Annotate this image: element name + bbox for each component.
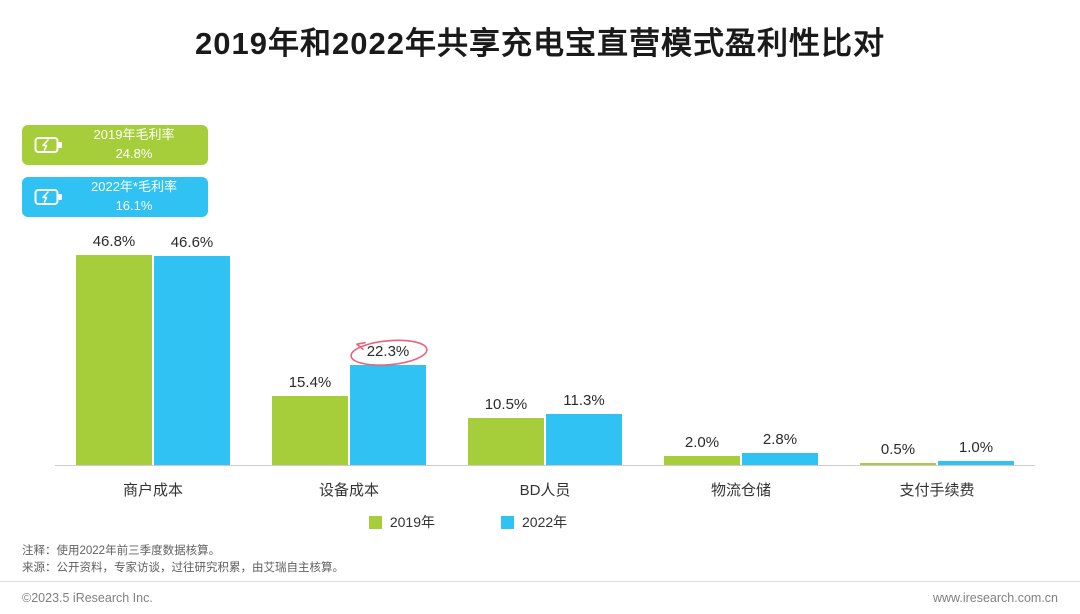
bar-chart: 46.8% 46.6% 15.4% 22.3% 10.5% 11.3% 2.0% 2.8% 0.… [55,233,1035,500]
bar-2022年-BD人员 [546,414,622,465]
bar-column: 46.8% [76,233,152,465]
bar-column: 10.5% [468,396,544,465]
badge-label: 2022年*毛利率 [91,179,177,195]
bar-column: 46.6% [154,234,230,465]
category-label: 物流仓储 [710,482,771,499]
bar-column: 2.8% [742,430,818,465]
bar-group: 10.5% 11.3% [447,392,643,465]
bar-value-label: 46.8% [92,233,136,251]
bar-value-label: 15.4% [288,374,332,391]
badge-text: 2022年*毛利率 16.1% [70,178,208,216]
bar-group: 0.5% 1.0% [839,438,1035,465]
bar-value-label: 1.0% [958,438,994,456]
battery-icon [34,187,64,207]
legend-item: 2019年 [368,512,435,532]
bar-column: 11.3% [546,392,622,465]
badge-value: 24.8% [115,146,153,161]
bar-value-label: 0.5% [880,440,916,458]
bar-value-label: 2.8% [762,430,798,448]
badge-2022-gross-margin: 2022年*毛利率 16.1% [22,177,208,217]
category-axis: 商户成本 设备成本 BD人员 物流仓储 支付手续费 [55,466,1035,500]
bar-group: 46.8% 46.6% [55,233,251,465]
badge-label: 2019年毛利率 [93,127,175,143]
category-label: 支付手续费 [899,482,975,499]
chart-legend: 2019年 2022年 [0,512,1008,532]
bar-group: 15.4% 22.3% [251,339,447,465]
bar-column: 1.0% [938,438,1014,465]
bar-column: 15.4% [272,374,348,465]
bar-value-label: 22.3% [366,343,410,361]
bar-2019年-支付手续费 [860,462,936,465]
bar-column: 22.3% [350,339,428,465]
badge-text: 2019年毛利率 24.8% [70,126,208,164]
bar-value-label: 46.6% [170,234,214,252]
bar-value-label: 10.5% [484,396,528,413]
bar-2019年-设备成本 [272,396,348,465]
bar-column: 2.0% [664,434,740,465]
badge-value: 16.1% [115,198,153,213]
legend-item: 2022年 [501,512,567,532]
footnote-source: 来源：公开资料，专家访谈，过往研究积累，由艾瑞自主核算。 [22,561,344,574]
bar-value-label: 11.3% [563,392,605,410]
bar-value-label: 2.0% [684,434,720,451]
category-label: 设备成本 [318,482,379,499]
bar-2022年-支付手续费 [938,460,1014,465]
chart-plot-area: 46.8% 46.6% 15.4% 22.3% 10.5% 11.3% 2.0% 2.8% 0.… [55,233,1035,466]
footnote-method: 注释：使用2022年前三季度数据核算。 [22,545,221,557]
gross-margin-badges: 2019年毛利率 24.8% 2022年*毛利率 16.1% [22,125,208,229]
copyright-text: ©2023.5 iResearch Inc. [22,591,153,605]
bar-2022年-商户成本 [154,256,230,465]
bar-2022年-设备成本 [350,365,426,465]
page-title: 2019年和2022年共享充电宝直营模式盈利性比对 [195,26,885,61]
badge-2019-gross-margin: 2019年毛利率 24.8% [22,125,208,165]
page-footer: ©2023.5 iResearch Inc. www.iresearch.com… [0,581,1080,614]
legend-label: 2019年 [389,514,435,530]
legend-swatch [501,515,514,529]
bar-2022年-物流仓储 [742,452,818,465]
bar-group: 2.0% 2.8% [643,430,839,465]
website-url: www.iresearch.com.cn [932,591,1058,605]
bar-2019年-物流仓储 [664,456,740,465]
bar-2019年-BD人员 [468,418,544,465]
footnotes: 注释：使用2022年前三季度数据核算。 来源：公开资料，专家访谈，过往研究积累，… [22,543,344,576]
bar-2019年-商户成本 [76,255,152,465]
legend-swatch [368,515,382,529]
bar-column: 0.5% [860,441,936,465]
legend-label: 2022年 [522,514,568,530]
category-label: BD人员 [519,482,571,499]
category-label: 商户成本 [122,482,183,499]
battery-icon [34,135,64,155]
